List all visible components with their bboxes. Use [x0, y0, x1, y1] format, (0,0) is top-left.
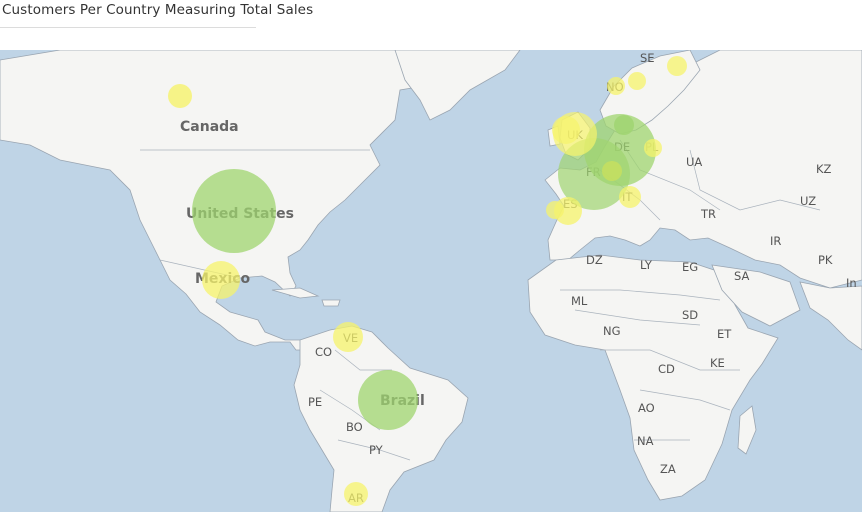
label-bo: BO — [346, 420, 363, 434]
bubble-sweden[interactable] — [628, 72, 646, 90]
label-ly: LY — [640, 258, 653, 272]
hispaniola-island — [321, 299, 341, 307]
label-ng: NG — [603, 324, 621, 338]
chart-title: Customers Per Country Measuring Total Sa… — [2, 2, 314, 18]
bubble-ireland[interactable] — [552, 116, 580, 144]
bubble-finland[interactable] — [667, 56, 687, 76]
south-asia-landmass — [799, 281, 862, 351]
label-ir: IR — [770, 234, 781, 248]
label-uz: UZ — [800, 194, 816, 208]
bubble-mexico[interactable] — [202, 261, 240, 299]
label-ao: AO — [638, 401, 655, 415]
cuba-island — [271, 287, 320, 299]
label-in: In — [846, 276, 857, 290]
label-sa: SA — [734, 269, 750, 283]
title-divider — [0, 27, 256, 28]
label-py: PY — [369, 443, 384, 457]
label-tr: TR — [700, 207, 716, 221]
bubble-portugal[interactable] — [546, 201, 564, 219]
bubble-france[interactable] — [558, 138, 630, 210]
label-cd: CD — [658, 362, 675, 376]
bubble-united-states[interactable] — [192, 169, 276, 253]
label-kz: KZ — [816, 162, 832, 176]
label-pe: PE — [308, 395, 322, 409]
bubble-brazil[interactable] — [358, 370, 418, 430]
bubble-poland[interactable] — [644, 139, 662, 157]
label-sd: SD — [682, 308, 698, 322]
chart-header: Customers Per Country Measuring Total Sa… — [0, 0, 862, 50]
madagascar-island — [737, 405, 757, 455]
world-map[interactable]: Canada United States Mexico Brazil VE CO… — [0, 50, 862, 512]
label-se: SE — [640, 51, 655, 65]
arabia-landmass — [711, 264, 801, 327]
bubble-argentina[interactable] — [344, 482, 368, 506]
bubble-italy[interactable] — [619, 186, 641, 208]
label-dz: DZ — [586, 253, 603, 267]
label-pk: PK — [818, 253, 833, 267]
label-et: ET — [717, 327, 732, 341]
label-canada: Canada — [180, 119, 239, 135]
label-ke: KE — [710, 356, 725, 370]
bubble-canada[interactable] — [168, 84, 192, 108]
label-co: CO — [315, 345, 332, 359]
map-canvas[interactable]: Canada United States Mexico Brazil VE CO… — [0, 50, 862, 512]
bubble-switzerland[interactable] — [602, 161, 622, 181]
label-na: NA — [637, 434, 654, 448]
label-eg: EG — [682, 260, 698, 274]
bubble-venezuela[interactable] — [333, 322, 363, 352]
label-ua: UA — [686, 155, 702, 169]
bubble-netherlands[interactable] — [614, 115, 634, 135]
label-za: ZA — [660, 462, 676, 476]
label-ml: ML — [571, 294, 588, 308]
greenland-landmass — [394, 50, 521, 121]
bubble-norway[interactable] — [607, 77, 625, 95]
sales-bubbles[interactable] — [168, 56, 687, 506]
